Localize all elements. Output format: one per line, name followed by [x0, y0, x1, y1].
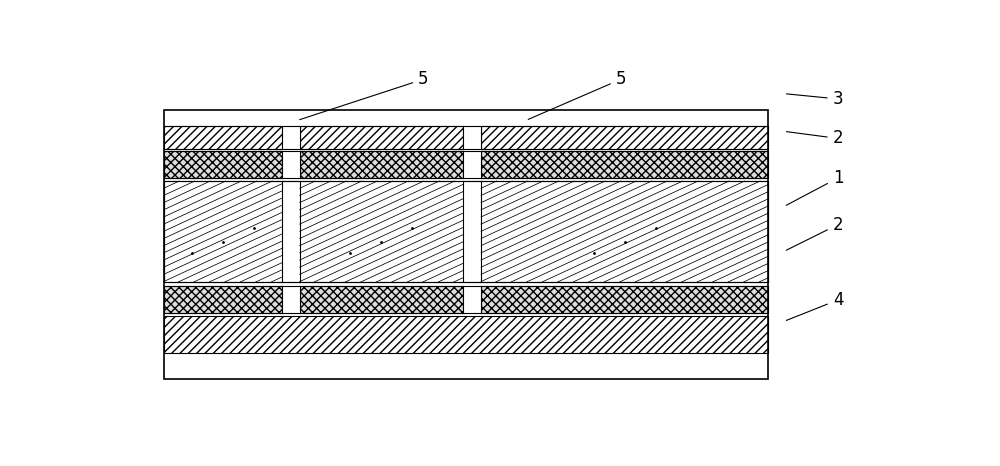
Bar	[300, 126, 463, 149]
Text: 3: 3	[787, 90, 843, 108]
Bar	[164, 110, 768, 379]
Bar	[164, 315, 768, 353]
Bar	[164, 286, 282, 313]
Bar	[481, 286, 768, 313]
Bar	[282, 126, 300, 149]
Bar	[463, 151, 481, 178]
Bar	[282, 151, 300, 178]
Bar	[300, 151, 463, 178]
Bar	[481, 151, 768, 178]
Bar	[164, 126, 282, 149]
Bar	[164, 181, 768, 282]
Text: 1: 1	[786, 169, 843, 206]
Text: 2: 2	[786, 216, 843, 250]
Bar	[481, 126, 768, 149]
Bar	[463, 286, 481, 313]
Text: 5: 5	[300, 70, 429, 120]
Bar	[300, 286, 463, 313]
Text: 2: 2	[787, 130, 843, 147]
Bar	[282, 286, 300, 313]
Text: 4: 4	[786, 291, 843, 321]
Bar	[164, 151, 282, 178]
Text: 5: 5	[528, 70, 626, 119]
Bar	[463, 126, 481, 149]
